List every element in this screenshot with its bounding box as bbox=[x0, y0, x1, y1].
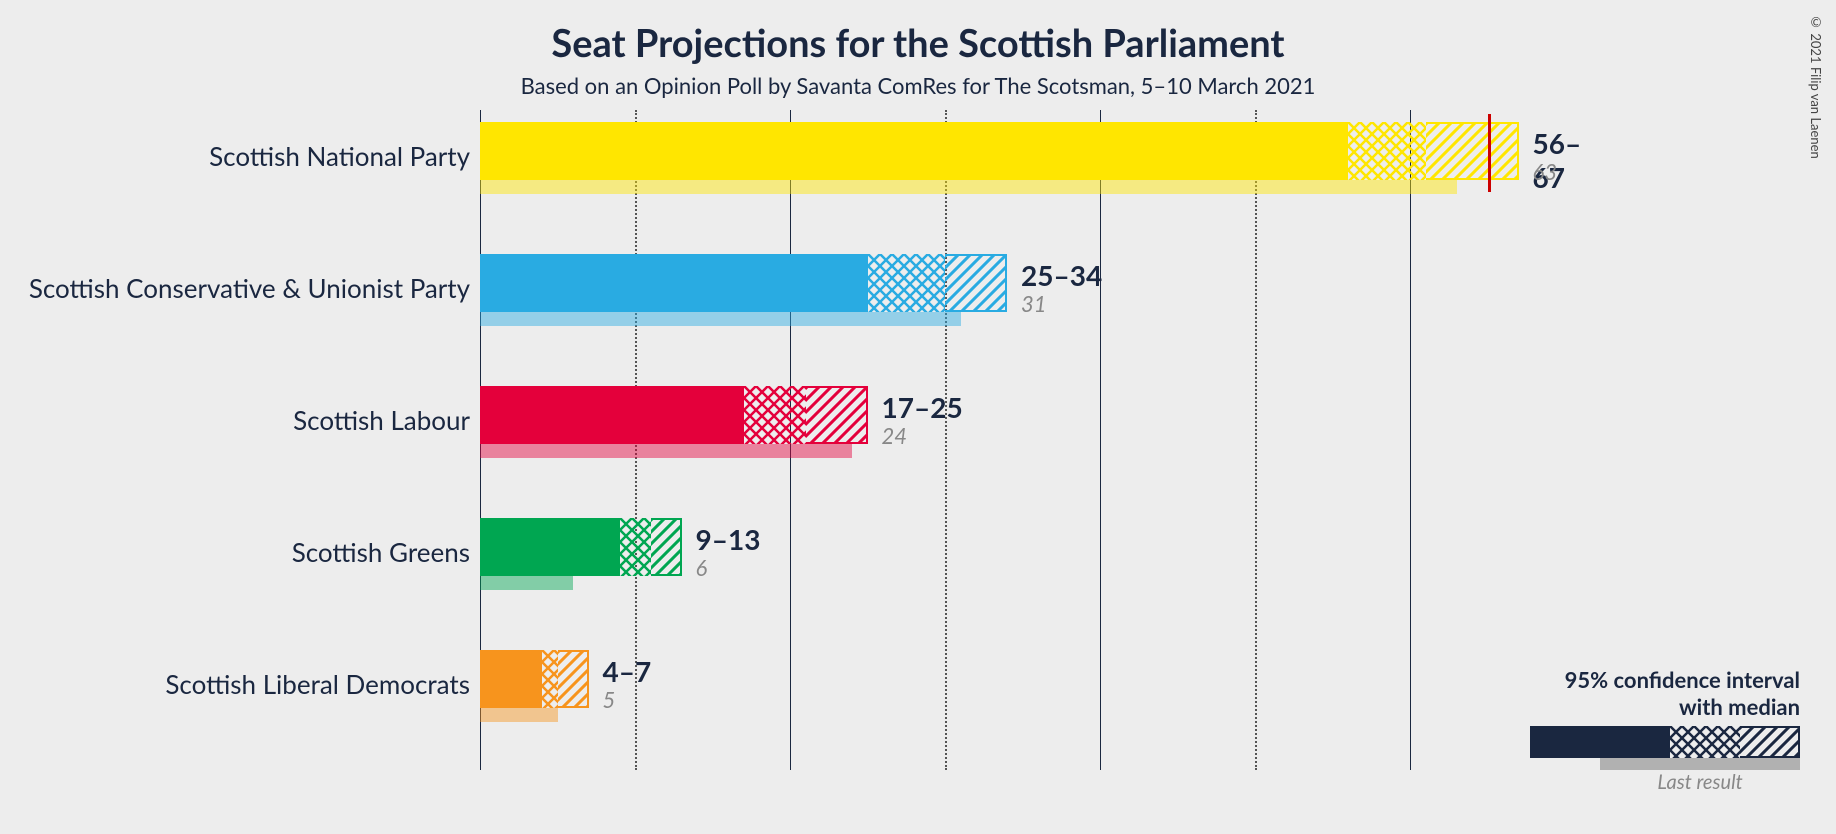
chart-area: Scottish National Party56–6763Scottish C… bbox=[480, 110, 1580, 790]
bar-diagonal bbox=[806, 386, 868, 444]
legend: 95% confidence intervalwith median Last … bbox=[1530, 667, 1800, 794]
chart-title: Seat Projections for the Scottish Parlia… bbox=[0, 0, 1836, 66]
legend-solid bbox=[1530, 726, 1670, 758]
value-last: 31 bbox=[1021, 290, 1047, 317]
party-label: Scottish Liberal Democrats bbox=[10, 668, 470, 700]
gridline-minor bbox=[945, 110, 947, 770]
bar-last-result bbox=[480, 576, 573, 590]
bar-crosshatch bbox=[542, 650, 558, 708]
party-label: Scottish Labour bbox=[10, 404, 470, 436]
gridline-minor bbox=[1255, 110, 1257, 770]
bar-diagonal bbox=[945, 254, 1007, 312]
value-range: 25–34 bbox=[1021, 258, 1102, 292]
gridline-major bbox=[1100, 110, 1101, 770]
bar-last-result bbox=[480, 444, 852, 458]
party-label: Scottish Conservative & Unionist Party bbox=[10, 272, 470, 304]
value-range: 4–7 bbox=[603, 654, 652, 688]
majority-marker bbox=[1488, 114, 1491, 192]
legend-title: 95% confidence intervalwith median bbox=[1530, 667, 1800, 720]
bar-last-result bbox=[480, 708, 558, 722]
copyright-text: © 2021 Filip van Laenen bbox=[1808, 14, 1824, 159]
bar-solid bbox=[480, 386, 744, 444]
legend-diagonal bbox=[1740, 726, 1800, 758]
gridline-major bbox=[1410, 110, 1411, 770]
bar-last-result bbox=[480, 312, 961, 326]
value-last: 5 bbox=[603, 686, 616, 713]
value-last: 6 bbox=[696, 554, 708, 581]
value-range: 9–13 bbox=[696, 522, 761, 556]
bar-crosshatch bbox=[620, 518, 651, 576]
bar-crosshatch bbox=[744, 386, 806, 444]
party-label: Scottish Greens bbox=[10, 536, 470, 568]
legend-last-label: Last result bbox=[1600, 770, 1800, 794]
bar-solid bbox=[480, 650, 542, 708]
legend-crosshatch bbox=[1670, 726, 1740, 758]
bar-crosshatch bbox=[1348, 122, 1426, 180]
legend-ci-bar bbox=[1530, 726, 1800, 758]
bar-diagonal bbox=[1426, 122, 1519, 180]
bar-solid bbox=[480, 122, 1348, 180]
bar-diagonal bbox=[558, 650, 589, 708]
value-range: 17–25 bbox=[882, 390, 963, 424]
bar-solid bbox=[480, 518, 620, 576]
bar-solid bbox=[480, 254, 868, 312]
bar-crosshatch bbox=[868, 254, 946, 312]
bar-last-result bbox=[480, 180, 1457, 194]
party-label: Scottish National Party bbox=[10, 140, 470, 172]
bar-diagonal bbox=[651, 518, 682, 576]
value-last: 24 bbox=[882, 422, 908, 449]
legend-last-bar bbox=[1600, 758, 1800, 770]
value-last: 63 bbox=[1533, 158, 1558, 185]
